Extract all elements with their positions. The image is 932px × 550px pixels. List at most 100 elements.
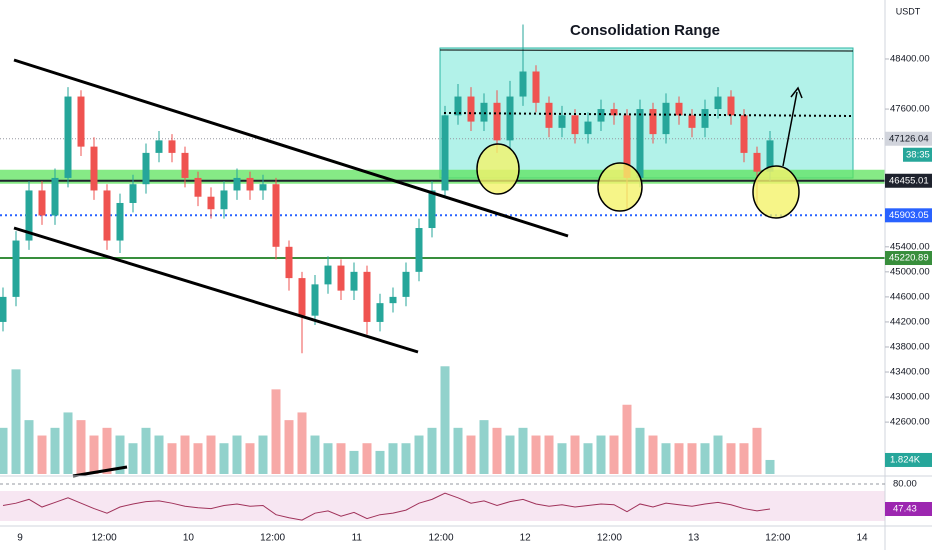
candle-body (519, 71, 527, 97)
annotation: Consolidation Range (570, 22, 720, 39)
volume-bar (674, 443, 684, 474)
volume-bar (284, 420, 294, 474)
volume-bar (0, 427, 8, 474)
candle-body (688, 115, 696, 128)
candle-body (493, 102, 501, 141)
x-tick-label: 12:00 (260, 533, 285, 544)
candle-body (558, 115, 566, 128)
y-tick-label: 44200.00 (890, 316, 930, 327)
y-tick-label: 43000.00 (890, 392, 930, 403)
rsi-line (2, 492, 771, 521)
candle-body (311, 284, 319, 316)
volume-bar (271, 389, 281, 474)
candle-body (90, 146, 98, 191)
volume-bar (154, 435, 164, 474)
volume-bar (557, 443, 567, 474)
arrow-head (790, 86, 803, 99)
y-tick-label: 47600.00 (890, 104, 930, 115)
volume-tag-label: 1.824K (890, 454, 921, 465)
trendline (13, 58, 569, 238)
candle-body (636, 109, 644, 178)
x-tick-label: 12 (520, 533, 532, 544)
trendline (72, 465, 128, 478)
price-tag-label: 45903.05 (889, 210, 929, 221)
volume-bar (336, 443, 346, 474)
volume-bar (388, 443, 398, 474)
candle-body (467, 96, 475, 122)
rsi-tag (885, 502, 932, 517)
volume-bar (609, 435, 619, 474)
candle-body (272, 184, 280, 247)
x-tick-label: 9 (17, 533, 23, 544)
candle-body (181, 152, 189, 178)
arrow (782, 91, 798, 167)
candle-body (675, 102, 683, 116)
volume-bar (141, 427, 151, 474)
volume-bar (635, 427, 645, 474)
x-tick-label: 12:00 (765, 533, 790, 544)
highlight (476, 143, 520, 195)
candle-body (363, 271, 371, 322)
y-tick-label: 45400.00 (890, 241, 930, 252)
x-tick-label: 11 (352, 533, 363, 544)
volume-bar (50, 427, 60, 474)
volume-bar (193, 443, 203, 474)
highlight (597, 162, 643, 212)
candle-body (714, 96, 722, 110)
highlight (752, 165, 800, 219)
candle-body (727, 96, 735, 116)
volume-bar (219, 443, 229, 474)
volume-bar (765, 459, 775, 474)
candle-body (454, 96, 462, 116)
candle-body (220, 190, 228, 210)
candle-body (441, 115, 449, 191)
volume-bar (232, 435, 242, 474)
candle-body (506, 96, 514, 141)
trendline (13, 226, 419, 354)
x-tick-label: 12:00 (92, 533, 117, 544)
price-tag (885, 208, 932, 223)
volume-bar (648, 435, 658, 474)
volume-bar (570, 435, 580, 474)
range-top (439, 49, 854, 52)
x-tick-label: 12:00 (597, 533, 622, 544)
y-tick-label: 43400.00 (890, 367, 930, 378)
volume-bar (115, 435, 125, 474)
volume-bar (596, 435, 606, 474)
drawings (13, 49, 854, 478)
volume-bar (544, 435, 554, 474)
volume-bar (518, 427, 528, 474)
candle-body (0, 296, 7, 322)
candle-body (233, 177, 241, 191)
rsi-tag-label: 47.43 (893, 504, 917, 515)
candle-body (701, 109, 709, 128)
candle-body (571, 115, 579, 135)
x-tick-label: 13 (688, 533, 700, 544)
volume-bar (687, 443, 697, 474)
candle-body (116, 202, 124, 241)
candle-body (25, 190, 33, 241)
rsi-tick-label: 80.00 (893, 479, 917, 490)
rsi-band (0, 491, 885, 521)
price-tag-label: 47126.04 (889, 133, 929, 144)
volume-bar (531, 435, 541, 474)
candle-body (142, 152, 150, 185)
candle-body (584, 121, 592, 135)
candle-body (610, 109, 618, 116)
volume-bar (453, 427, 463, 474)
volume-bar (362, 443, 372, 474)
candle-body (480, 102, 488, 122)
currency: USDT (896, 6, 921, 16)
volume-bar (323, 443, 333, 474)
candle-body (532, 71, 540, 103)
countdown-tag (903, 147, 932, 162)
x-tick-label: 12:00 (428, 533, 453, 544)
candle-body (38, 190, 46, 216)
volume-bar (622, 404, 632, 474)
range-mid (443, 112, 854, 117)
y-tick-label: 43800.00 (890, 341, 930, 352)
candle-body (207, 196, 215, 210)
candle-body (649, 109, 657, 135)
candle-body (77, 96, 85, 147)
